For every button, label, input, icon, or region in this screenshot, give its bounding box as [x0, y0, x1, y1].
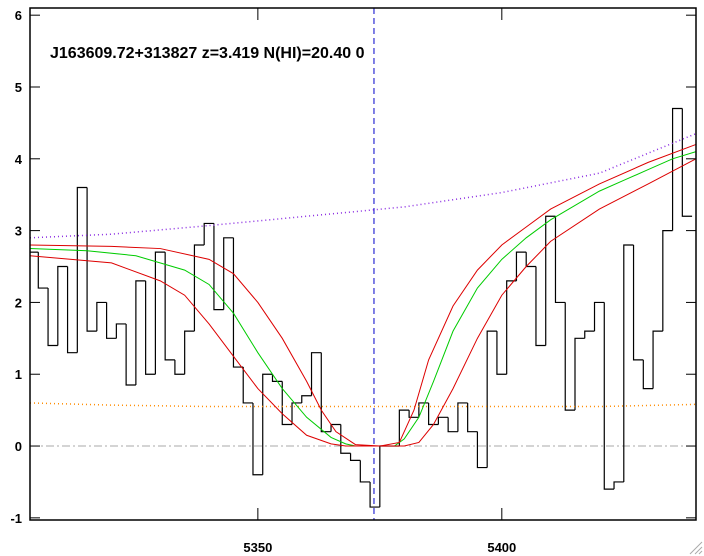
- flux-step: [310, 352, 322, 396]
- y-tick-label: -1: [10, 511, 22, 526]
- flux-step: [125, 323, 136, 386]
- annotation: J163609.72+313827 z=3.419 N(HI)=20.40 0: [50, 45, 365, 62]
- flux-step: [184, 330, 195, 375]
- flux-step: [642, 359, 654, 390]
- flux-step: [115, 323, 127, 339]
- flux-step: [584, 330, 595, 339]
- plot-frame: [29, 7, 697, 521]
- flux-step: [349, 453, 361, 461]
- flux-step: [145, 280, 156, 375]
- flux-step: [535, 266, 546, 347]
- flux-step: [340, 424, 351, 454]
- y-tick-label: 6: [15, 8, 22, 23]
- flux-step: [106, 302, 117, 339]
- fit-lower: [29, 158, 697, 447]
- flux-step: [671, 107, 683, 231]
- flux-step: [447, 417, 458, 433]
- flux-step: [223, 237, 234, 310]
- flux-step: [554, 216, 566, 304]
- x-tick-label: 5400: [487, 540, 516, 555]
- resize-grip: [689, 541, 703, 555]
- flux-step: [398, 409, 410, 447]
- y-tick-label: 0: [15, 439, 22, 454]
- flux-step: [681, 108, 693, 217]
- flux-step: [262, 373, 273, 475]
- flux-step: [37, 252, 49, 289]
- flux-step: [193, 244, 205, 332]
- flux-step: [437, 416, 449, 425]
- flux-step: [515, 251, 527, 281]
- flux-step: [418, 402, 429, 418]
- x-tick-label: 5350: [243, 540, 272, 555]
- flux-step: [320, 352, 332, 433]
- flux-step: [623, 244, 634, 482]
- flux-step: [213, 223, 224, 311]
- flux-step: [369, 481, 380, 508]
- y-tick-label: 3: [15, 224, 22, 239]
- flux-step: [271, 374, 283, 383]
- flux-step: [291, 402, 302, 425]
- flux-step: [281, 381, 293, 426]
- flux-step: [486, 330, 497, 468]
- flux-step: [613, 481, 624, 490]
- flux-step: [242, 367, 253, 404]
- flux-step: [301, 395, 312, 403]
- flux-step: [662, 230, 673, 332]
- flux-step: [135, 280, 146, 385]
- flux-step: [632, 244, 644, 361]
- flux-step: [467, 402, 478, 433]
- flux-step: [174, 359, 185, 375]
- flux-step: [57, 265, 68, 346]
- flux-step: [47, 288, 58, 347]
- flux-step: [408, 410, 419, 418]
- y-tick-label: 1: [15, 367, 22, 382]
- flux-step: [564, 302, 575, 411]
- flux-step: [164, 252, 175, 361]
- flux-step: [359, 460, 371, 483]
- flux-step: [154, 251, 166, 375]
- flux-step: [232, 237, 244, 368]
- flux-step: [203, 222, 214, 245]
- flux-step: [574, 337, 585, 411]
- flux-step: [96, 301, 107, 332]
- flux-step: [76, 186, 88, 353]
- flux-step: [506, 280, 517, 375]
- flux-step: [86, 187, 97, 332]
- y-tick-label: 4: [15, 152, 23, 167]
- flux-step: [496, 331, 507, 375]
- flux-step: [252, 402, 263, 476]
- y-tick-label: 2: [15, 295, 22, 310]
- y-tick-label: 5: [15, 80, 22, 95]
- flux-step: [652, 330, 663, 389]
- flux-step: [545, 215, 556, 346]
- flux-step: [457, 402, 468, 432]
- flux-step: [476, 431, 488, 469]
- flux-step: [603, 302, 615, 490]
- flux-step: [428, 402, 439, 426]
- flux-step: [66, 266, 78, 354]
- flux-step: [593, 301, 605, 332]
